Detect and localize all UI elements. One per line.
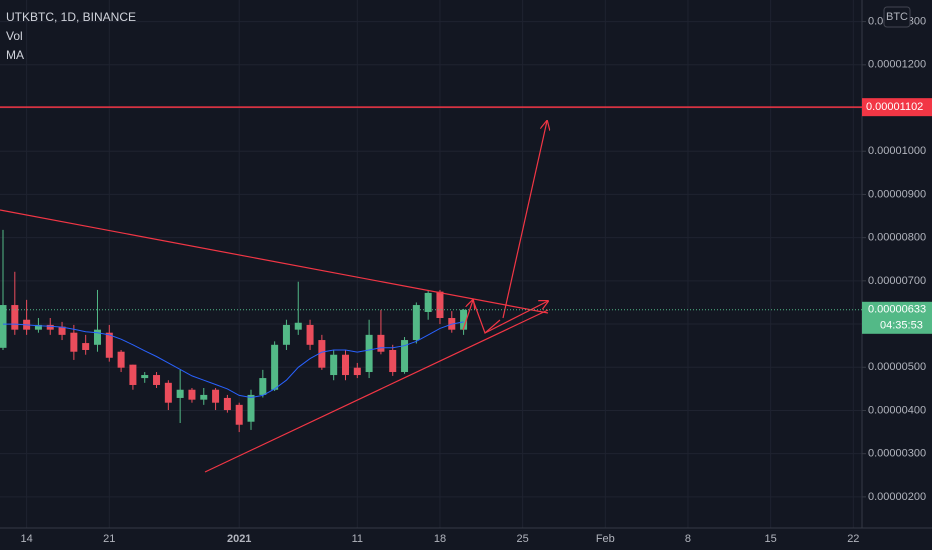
ma-line (3, 321, 464, 399)
y-tick-label: 0.00001200 (868, 59, 926, 71)
trendline-lower (204, 309, 549, 473)
price-axis (862, 0, 932, 550)
candle-body (259, 378, 267, 395)
y-tick-label: 0.00001000 (868, 145, 926, 157)
arrow (462, 300, 473, 331)
candle-body (0, 305, 7, 348)
candle-body (401, 340, 409, 373)
x-tick-label: 14 (20, 533, 32, 545)
x-tick-label: 15 (765, 533, 777, 545)
candle-body (117, 351, 125, 368)
candle-body (460, 309, 468, 330)
drawings (0, 121, 549, 473)
candle-body (235, 404, 243, 425)
candle-body (271, 344, 279, 390)
x-tick-label: 18 (434, 533, 446, 545)
candle-body (200, 394, 208, 400)
candle-body (46, 324, 54, 330)
candle-body (318, 340, 326, 368)
arrow (502, 121, 547, 319)
candle-body (93, 329, 101, 345)
x-tick-label: 22 (847, 533, 859, 545)
axes: 0.00000200 0.00000300 0.00000400 0.00000500… (20, 16, 926, 545)
price-label-box (862, 98, 932, 117)
grid (0, 0, 862, 528)
indicator-label: MA (6, 48, 24, 62)
candle-body (341, 354, 349, 376)
x-tick-label: 25 (517, 533, 529, 545)
y-tick-label: 0.00000800 (868, 232, 926, 244)
y-tick-label: 0.00000300 (868, 448, 926, 460)
x-tick-label: 11 (352, 533, 363, 545)
candle-body (58, 326, 66, 335)
plot (0, 229, 468, 433)
candle-body (82, 343, 90, 350)
candle-body (212, 389, 220, 403)
trendline-upper (0, 209, 549, 314)
candle-body (105, 332, 113, 358)
candle-body (412, 305, 420, 341)
candle-body (153, 375, 161, 385)
y-tick-label: 0.00000700 (868, 275, 926, 287)
chart-title: UTKBTC, 1D, BINANCE (6, 10, 136, 24)
candle-body (377, 334, 385, 352)
candle-body (34, 324, 42, 330)
price-label: 0.00000633 (868, 304, 926, 316)
candle-body (129, 364, 137, 385)
candle-body (11, 305, 19, 330)
y-tick-label: 0.00000400 (868, 404, 926, 416)
candle-body (389, 349, 397, 373)
indicator-label: Vol (6, 29, 23, 43)
currency[interactable]: BTC (886, 11, 908, 23)
price-label-box (862, 301, 932, 334)
countdown: 04:35:53 (880, 320, 923, 332)
x-tick-label: 8 (685, 533, 691, 545)
arrow (484, 301, 548, 334)
candle-body (141, 375, 149, 379)
candle-body (424, 292, 432, 312)
candle-body (436, 291, 444, 319)
y-tick-label: 0.00000500 (868, 361, 926, 373)
candle-body (70, 332, 78, 352)
candle-body (164, 382, 172, 403)
candle-body (294, 322, 302, 330)
candle-body (247, 394, 255, 422)
x-tick-label: 21 (103, 533, 115, 545)
x-tick-label: Feb (596, 533, 615, 545)
candle-body (188, 389, 196, 400)
currency-box[interactable] (883, 6, 911, 28)
y-tick-label: 0.00000200 (868, 491, 926, 503)
candle-body (176, 389, 184, 398)
price-label: 0.00001102 (866, 101, 923, 113)
candle-body (353, 367, 361, 376)
candle-body (306, 324, 314, 345)
candle-body (330, 354, 338, 376)
candle-body (223, 397, 231, 411)
candle-body (365, 334, 373, 373)
y-tick-label: 0.00000900 (868, 188, 926, 200)
candle-body (282, 324, 290, 345)
x-tick-label: 2021 (227, 533, 251, 545)
